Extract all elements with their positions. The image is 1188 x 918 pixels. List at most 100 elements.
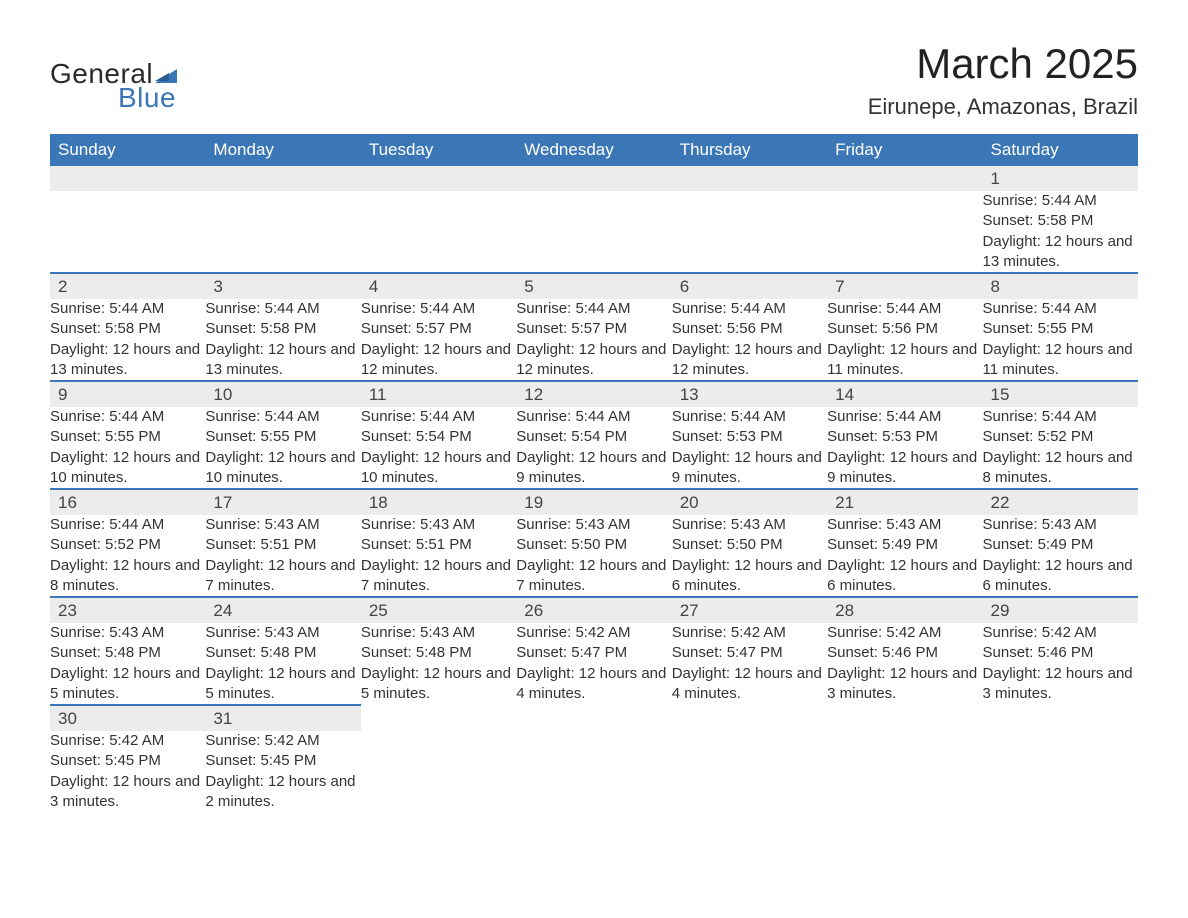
day-number: 28 — [827, 598, 982, 623]
daylight-line: Daylight: 12 hours and 13 minutes. — [205, 340, 360, 381]
sunrise-line: Sunrise: 5:43 AM — [827, 515, 982, 535]
day-details-cell: Sunrise: 5:42 AMSunset: 5:46 PMDaylight:… — [827, 623, 982, 705]
calendar-header-cell: Tuesday — [361, 134, 516, 166]
day-details-cell: Sunrise: 5:44 AMSunset: 5:57 PMDaylight:… — [361, 299, 516, 381]
day-number: 2 — [50, 274, 205, 299]
day-number: 17 — [205, 490, 360, 515]
day-number-cell: 22 — [983, 489, 1138, 515]
day-number: 23 — [50, 598, 205, 623]
day-number: 18 — [361, 490, 516, 515]
sunset-line: Sunset: 5:50 PM — [516, 535, 671, 555]
day-number-cell: 2 — [50, 273, 205, 299]
calendar-details-row: Sunrise: 5:44 AMSunset: 5:55 PMDaylight:… — [50, 407, 1138, 489]
day-details-cell: Sunrise: 5:44 AMSunset: 5:58 PMDaylight:… — [205, 299, 360, 381]
day-number: 20 — [672, 490, 827, 515]
day-details-cell: Sunrise: 5:44 AMSunset: 5:58 PMDaylight:… — [50, 299, 205, 381]
sunrise-line: Sunrise: 5:44 AM — [827, 407, 982, 427]
daylight-line: Daylight: 12 hours and 12 minutes. — [672, 340, 827, 381]
day-number-cell: 21 — [827, 489, 982, 515]
day-details-cell — [205, 191, 360, 273]
sunrise-line: Sunrise: 5:44 AM — [672, 407, 827, 427]
sunrise-line: Sunrise: 5:44 AM — [50, 515, 205, 535]
topbar: General Blue March 2025 Eirunepe, Amazon… — [50, 40, 1138, 120]
daylight-line: Daylight: 12 hours and 9 minutes. — [672, 448, 827, 489]
calendar-daynum-row: 3031 — [50, 705, 1138, 731]
day-number-cell: 7 — [827, 273, 982, 299]
sunrise-line: Sunrise: 5:44 AM — [827, 299, 982, 319]
sunset-line: Sunset: 5:48 PM — [50, 643, 205, 663]
day-number-cell — [672, 166, 827, 191]
day-number: 25 — [361, 598, 516, 623]
day-number: 1 — [983, 166, 1138, 191]
day-details-cell: Sunrise: 5:44 AMSunset: 5:53 PMDaylight:… — [672, 407, 827, 489]
day-details-cell: Sunrise: 5:44 AMSunset: 5:55 PMDaylight:… — [205, 407, 360, 489]
sunset-line: Sunset: 5:54 PM — [516, 427, 671, 447]
day-number: 14 — [827, 382, 982, 407]
daylight-line: Daylight: 12 hours and 6 minutes. — [827, 556, 982, 597]
calendar-details-row: Sunrise: 5:44 AMSunset: 5:58 PMDaylight:… — [50, 191, 1138, 273]
calendar-header-cell: Wednesday — [516, 134, 671, 166]
daylight-line: Daylight: 12 hours and 7 minutes. — [516, 556, 671, 597]
day-details-cell: Sunrise: 5:43 AMSunset: 5:49 PMDaylight:… — [983, 515, 1138, 597]
sunrise-line: Sunrise: 5:42 AM — [516, 623, 671, 643]
day-number: 3 — [205, 274, 360, 299]
sunset-line: Sunset: 5:54 PM — [361, 427, 516, 447]
sunset-line: Sunset: 5:53 PM — [672, 427, 827, 447]
day-number-cell: 13 — [672, 381, 827, 407]
sunrise-line: Sunrise: 5:44 AM — [983, 191, 1138, 211]
calendar-details-row: Sunrise: 5:43 AM Sunset: 5:48 PM Daylight:… — [50, 623, 1138, 705]
day-details-cell: Sunrise: 5:42 AMSunset: 5:46 PMDaylight:… — [983, 623, 1138, 705]
day-number-cell: 27 — [672, 597, 827, 623]
daylight-line: Daylight: 12 hours and 3 minutes. — [50, 772, 205, 813]
sunset-line: Sunset: 5:55 PM — [50, 427, 205, 447]
day-number: 19 — [516, 490, 671, 515]
day-number-cell — [516, 166, 671, 191]
sunset-line: Sunset: 5:58 PM — [205, 319, 360, 339]
sunset-line: Sunset: 5:45 PM — [205, 751, 360, 771]
day-number-cell — [672, 705, 827, 731]
day-details-cell — [827, 191, 982, 273]
calendar-header-cell: Thursday — [672, 134, 827, 166]
day-details-cell: Sunrise: 5:43 AMSunset: 5:51 PMDaylight:… — [361, 515, 516, 597]
day-number: 12 — [516, 382, 671, 407]
calendar-daynum-row: 2345678 — [50, 273, 1138, 299]
day-number-cell: 12 — [516, 381, 671, 407]
day-details-cell — [361, 731, 516, 812]
calendar-table: SundayMondayTuesdayWednesdayThursdayFrid… — [50, 134, 1138, 812]
daylight-line: Daylight: 12 hours and 10 minutes. — [50, 448, 205, 489]
day-details-cell: Sunrise: 5:44 AMSunset: 5:56 PMDaylight:… — [672, 299, 827, 381]
day-number-cell — [827, 166, 982, 191]
day-number-cell: 30 — [50, 705, 205, 731]
day-details-cell: Sunrise: 5:43 AMSunset: 5:49 PMDaylight:… — [827, 515, 982, 597]
day-number-cell — [516, 705, 671, 731]
day-number: 13 — [672, 382, 827, 407]
calendar-daynum-row: 16171819202122 — [50, 489, 1138, 515]
day-number: 9 — [50, 382, 205, 407]
sunrise-line: Sunrise: 5:44 AM — [516, 299, 671, 319]
day-number-cell: 4 — [361, 273, 516, 299]
day-number-cell: 3 — [205, 273, 360, 299]
sunrise-line: Sunrise: 5:44 AM — [361, 407, 516, 427]
brand-logo: General Blue — [50, 58, 177, 114]
day-number-cell: 29 — [983, 597, 1138, 623]
day-details-cell: Sunrise: 5:44 AMSunset: 5:52 PMDaylight:… — [50, 515, 205, 597]
day-number: 7 — [827, 274, 982, 299]
daylight-line: Daylight: 12 hours and 12 minutes. — [361, 340, 516, 381]
day-details-cell: Sunrise: 5:43 AMSunset: 5:50 PMDaylight:… — [672, 515, 827, 597]
daylight-line: Daylight: 12 hours and 9 minutes. — [827, 448, 982, 489]
day-number-cell — [361, 705, 516, 731]
sunrise-line: Sunrise: 5:42 AM — [827, 623, 982, 643]
sunset-line: Sunset: 5:45 PM — [50, 751, 205, 771]
sunset-line: Sunset: 5:53 PM — [827, 427, 982, 447]
day-details-cell: Sunrise: 5:43 AMSunset: 5:51 PMDaylight:… — [205, 515, 360, 597]
day-number-cell: 1 — [983, 166, 1138, 191]
sunrise-line: Sunrise: 5:43 AM — [361, 623, 516, 643]
day-number: 5 — [516, 274, 671, 299]
day-details-cell — [516, 731, 671, 812]
daylight-line: Daylight: 12 hours and 6 minutes. — [672, 556, 827, 597]
daylight-line: Daylight: 12 hours and 5 minutes. — [361, 664, 516, 705]
sunset-line: Sunset: 5:58 PM — [50, 319, 205, 339]
sunset-line: Sunset: 5:56 PM — [672, 319, 827, 339]
day-number-cell: 31 — [205, 705, 360, 731]
day-number: 27 — [672, 598, 827, 623]
